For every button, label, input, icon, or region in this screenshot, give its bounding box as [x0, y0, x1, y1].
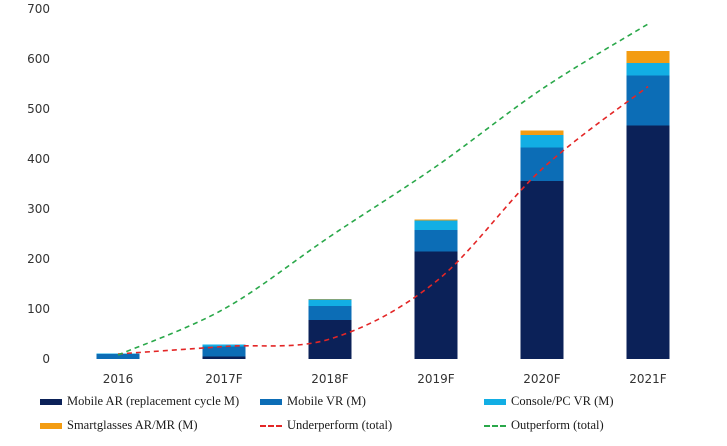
y-tick-label: 100	[27, 302, 50, 316]
y-tick-label: 700	[27, 2, 50, 16]
legend-swatch-mobile-vr	[260, 398, 282, 405]
legend-label-console-vr: Console/PC VR (M)	[511, 394, 614, 408]
y-tick-label: 400	[27, 152, 50, 166]
bar-mobile-vr	[96, 354, 140, 359]
x-tick-label: 2016	[103, 372, 134, 386]
bar-smartglasses	[626, 51, 670, 63]
legend-item-underperform: Underperform (total)	[260, 418, 392, 433]
bar-mobile-ar	[308, 320, 352, 359]
y-axis-ticks: 0 100 200 300 400 500 600 700	[27, 2, 50, 366]
bar-console-vr	[414, 220, 458, 230]
line-outperform	[117, 23, 649, 356]
y-tick-label: 300	[27, 202, 50, 216]
bar-smartglasses	[414, 219, 458, 221]
legend-dash-underperform	[260, 424, 282, 427]
bar-stacks	[96, 51, 670, 359]
trend-lines	[117, 23, 649, 356]
bar-mobile-vr	[414, 230, 458, 252]
line-underperform	[117, 85, 649, 355]
y-tick-label: 0	[42, 352, 50, 366]
legend-item-mobile-vr: Mobile VR (M)	[260, 394, 366, 409]
legend-item-mobile-ar: Mobile AR (replacement cycle M)	[40, 394, 239, 409]
bar-mobile-vr	[520, 147, 564, 181]
x-tick-label: 2021F	[629, 372, 667, 386]
legend-item-console-vr: Console/PC VR (M)	[484, 394, 614, 409]
bar-mobile-vr	[308, 306, 352, 320]
bar-console-vr	[520, 135, 564, 148]
legend-label-mobile-ar: Mobile AR (replacement cycle M)	[67, 394, 240, 408]
bar-smartglasses	[520, 130, 564, 135]
bar-console-vr	[308, 299, 352, 306]
legend: Mobile AR (replacement cycle M) Mobile V…	[0, 388, 727, 444]
bar-mobile-ar	[520, 181, 564, 359]
bar-console-vr	[202, 344, 246, 347]
legend-label-underperform: Underperform (total)	[287, 418, 393, 432]
x-tick-label: 2020F	[523, 372, 561, 386]
bar-mobile-ar	[626, 125, 670, 359]
y-tick-label: 600	[27, 52, 50, 66]
y-tick-label: 200	[27, 252, 50, 266]
x-tick-label: 2017F	[205, 372, 243, 386]
legend-label-outperform: Outperform (total)	[511, 418, 604, 432]
bar-console-vr	[626, 63, 670, 76]
bar-mobile-vr	[626, 75, 670, 126]
legend-item-smartglasses: Smartglasses AR/MR (M)	[40, 418, 198, 433]
legend-swatch-mobile-ar	[40, 398, 62, 405]
legend-dash-outperform	[484, 424, 506, 427]
legend-swatch-console-vr	[484, 398, 506, 405]
x-axis-ticks: 2016 2017F 2018F 2019F 2020F 2021F	[103, 372, 667, 386]
x-tick-label: 2018F	[311, 372, 349, 386]
legend-label-smartglasses: Smartglasses AR/MR (M)	[67, 418, 198, 432]
bar-mobile-vr	[202, 346, 246, 357]
bar-mobile-ar	[202, 356, 246, 359]
bar-smartglasses	[308, 299, 352, 300]
legend-label-mobile-vr: Mobile VR (M)	[287, 394, 366, 408]
legend-item-outperform: Outperform (total)	[484, 418, 604, 433]
legend-swatch-smartglasses	[40, 422, 62, 429]
x-tick-label: 2019F	[417, 372, 455, 386]
y-tick-label: 500	[27, 102, 50, 116]
